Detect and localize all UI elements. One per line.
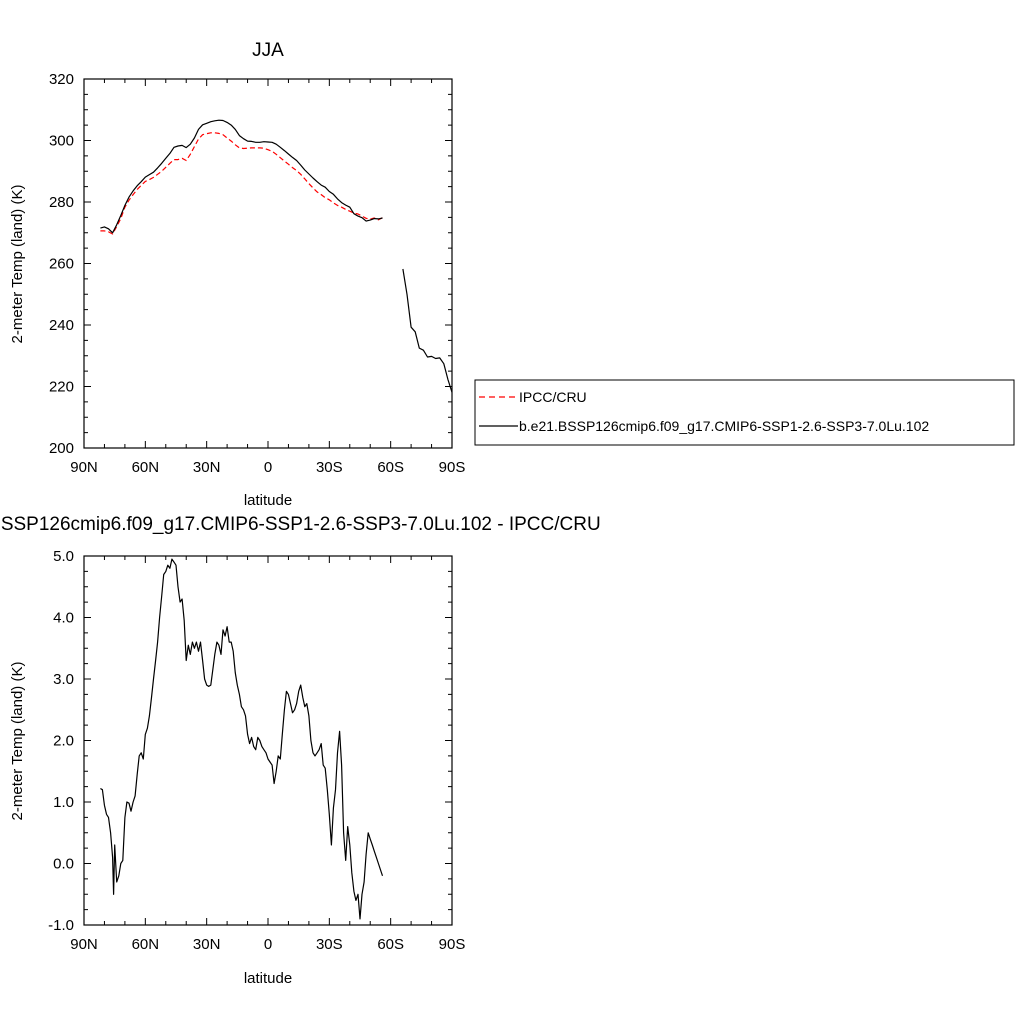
legend-box [474,379,1015,446]
top-x-tick-label: 90S [439,459,466,476]
bottom-y-tick-label: 3.0 [53,671,74,688]
legend-label-model: b.e21.BSSP126cmip6.f09_g17.CMIP6-SSP1-2.… [519,418,929,434]
top-series-0-line-segment-0 [100,132,383,235]
top-y-tick-label: 320 [49,71,74,88]
top-x-tick-label: 60N [132,459,160,476]
top-chart-tick-labels: 90N 60N 30N 0 30S 60S 90S 200 220 240 260 280 300 320 [49,71,465,476]
top-x-tick-label: 30S [316,459,343,476]
legend-label-ipcc-cru: IPCC/CRU [519,389,587,405]
bottom-series-0-line-segment-0 [100,558,384,920]
top-x-tick-label: 0 [264,459,272,476]
top-y-tick-label: 280 [49,194,74,211]
top-series-1-line-segment-0 [100,119,383,234]
bottom-chart-tick-labels: 90N 60N 30N 0 30S 60S 90S -1.0 0.0 1.0 2.0 3.0 4.0 5.… [48,548,465,953]
bottom-chart-frame [83,555,453,926]
bottom-x-tick-label: 0 [264,936,272,953]
top-chart-plot-area [100,119,453,393]
bottom-x-tick-label: 30S [316,936,343,953]
top-chart-x-axis-label: latitude [244,492,292,509]
bottom-y-tick-label: 2.0 [53,733,74,750]
top-y-tick-label: 300 [49,133,74,150]
bottom-y-tick-label: -1.0 [48,917,74,934]
top-y-tick-label: 260 [49,256,74,273]
top-chart-y-axis-label: 2-meter Temp (land) (K) [9,185,26,344]
top-y-tick-label: 220 [49,379,74,396]
top-x-tick-label: 60S [377,459,404,476]
bottom-y-tick-label: 0.0 [53,856,74,873]
bottom-chart-y-axis-label: 2-meter Temp (land) (K) [9,662,26,821]
bottom-chart-x-axis-label: latitude [244,970,292,987]
bottom-x-tick-label: 90N [70,936,98,953]
bottom-x-tick-label: 30N [193,936,221,953]
top-x-tick-label: 90N [70,459,98,476]
bottom-y-tick-label: 5.0 [53,548,74,565]
top-y-tick-label: 240 [49,317,74,334]
top-chart-title: JJA [252,40,284,61]
chart-legend: IPCC/CRU b.e21.BSSP126cmip6.f09_g17.CMIP… [474,379,1015,446]
bottom-y-tick-label: 1.0 [53,794,74,811]
top-chart-frame [83,78,453,449]
top-x-tick-label: 30N [193,459,221,476]
bottom-x-tick-label: 60N [132,936,160,953]
bottom-y-tick-label: 4.0 [53,610,74,627]
top-y-tick-label: 200 [49,440,74,457]
bottom-x-tick-label: 60S [377,936,404,953]
top-series-1-line-segment-1 [402,268,453,393]
bottom-chart-panel: b.e21.BSSP126cmip6.f09_g17.CMIP6-SSP1-2.… [0,514,601,987]
bottom-chart-plot-area [100,558,384,920]
bottom-chart-title: b.e21.BSSP126cmip6.f09_g17.CMIP6-SSP1-2.… [0,514,601,535]
top-chart-panel: JJA 90N 60N 30N 0 30S 60S 90S 200 220 240 260 280 30… [9,40,465,509]
bottom-x-tick-label: 90S [439,936,466,953]
